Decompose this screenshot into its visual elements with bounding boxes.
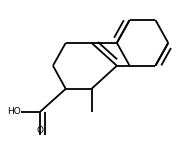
Text: O: O — [36, 126, 43, 135]
Text: HO: HO — [7, 107, 21, 116]
